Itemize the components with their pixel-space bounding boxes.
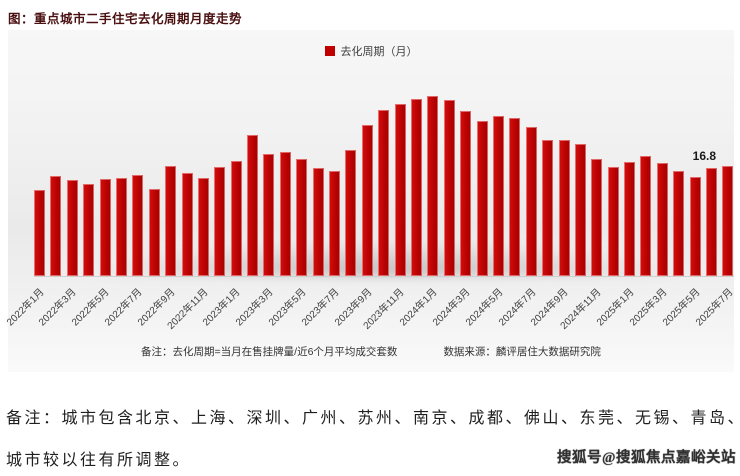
bar-2022年9月 [165, 166, 177, 276]
footer-note-line1: 备注：城市包含北京、上海、深圳、广州、苏州、南京、成都、佛山、东莞、无锡、青岛、… [6, 410, 740, 427]
bar-2024年6月 [509, 118, 521, 276]
bar-2023年2月 [247, 135, 259, 276]
bar-2023年4月 [279, 151, 291, 276]
bar-2025年6月 [706, 167, 718, 276]
chart-card: 去化周期（月） 16.8 2022年1月 2022年3月 2022年5月 2022年7… [5, 30, 736, 372]
bar-2024年10月 [574, 143, 586, 276]
bar-2024年9月 [558, 139, 570, 276]
bar-2024年11月 [591, 159, 603, 276]
bar-2022年3月 [66, 180, 78, 276]
bar-2024年5月 [492, 116, 504, 276]
bar-2022年8月 [148, 188, 160, 276]
legend-swatch-icon [324, 46, 335, 56]
sohu-watermark: 搜狐号@搜狐焦点嘉峪关站 [557, 450, 736, 466]
bar-2025年5月 [689, 177, 701, 276]
bar-2025年2月 [640, 156, 652, 276]
bar-2024年8月 [542, 140, 554, 276]
bar-2023年3月 [263, 153, 275, 276]
bars [34, 64, 734, 277]
bar-2024年7月 [525, 126, 537, 276]
chart-legend: 去化周期（月） [8, 43, 734, 59]
legend-label: 去化周期（月） [340, 46, 418, 58]
bar-2022年2月 [50, 176, 62, 276]
bar-2022年10月 [181, 172, 193, 276]
chart-notes: 备注：去化周期=当月在售挂牌量/近6个月平均成交套数 数据来源：麟评居住大数据研… [8, 344, 734, 359]
bar-2024年2月 [443, 99, 455, 276]
bar-2023年11月 [394, 103, 406, 276]
bar-2022年12月 [214, 166, 226, 276]
bar-2023年1月 [230, 161, 242, 276]
bar-2025年4月 [673, 171, 685, 276]
bar-2022年11月 [197, 178, 209, 276]
note-data-source: 数据来源：麟评居住大数据研究院 [443, 346, 601, 358]
bar-2023年8月 [345, 150, 357, 276]
bar-2025年7月 [722, 166, 734, 276]
bar-2024年4月 [476, 121, 488, 276]
bar-2025年3月 [656, 163, 668, 276]
footer-note-line2: 城市较以往有所调整。 [6, 452, 192, 469]
x-axis: 2022年1月 2022年3月 2022年5月 2022年7月 2022年9月 2022年… [5, 280, 736, 344]
bar-2024年1月 [427, 95, 439, 276]
bar-2024年3月 [460, 110, 472, 276]
bar-2022年7月 [132, 174, 144, 276]
bar-2023年9月 [361, 125, 373, 276]
note-definition: 备注：去化周期=当月在售挂牌量/近6个月平均成交套数 [141, 346, 398, 358]
bar-2023年12月 [410, 98, 422, 276]
last-bar-value-label: 16.8 [692, 148, 716, 163]
bar-2022年5月 [99, 179, 111, 276]
bar-2023年6月 [312, 167, 324, 276]
bar-2025年1月 [624, 162, 636, 276]
bar-2023年7月 [329, 170, 341, 276]
bar-2024年12月 [607, 166, 619, 276]
bar-2022年6月 [115, 177, 127, 276]
bar-2023年5月 [296, 158, 308, 276]
page-title: 图：重点城市二手住宅去化周期月度走势 [8, 12, 243, 26]
bar-2023年10月 [378, 110, 390, 276]
bar-2022年1月 [34, 189, 45, 276]
bar-2022年4月 [83, 183, 95, 276]
